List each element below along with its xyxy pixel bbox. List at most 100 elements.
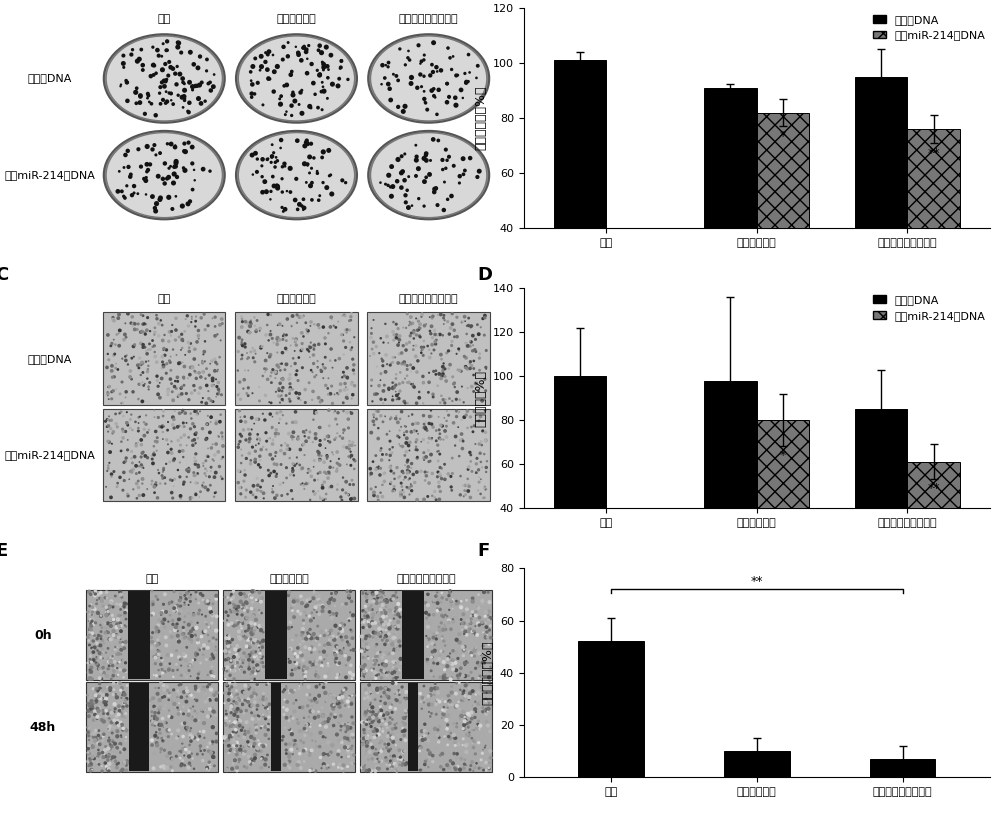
FancyBboxPatch shape <box>235 409 358 501</box>
Point <box>983 552 999 565</box>
Point <box>988 74 1000 88</box>
Text: 商用转染试剂: 商用转染试剂 <box>277 14 316 25</box>
Point <box>964 452 980 465</box>
Point <box>994 25 1000 38</box>
FancyBboxPatch shape <box>128 591 150 679</box>
FancyBboxPatch shape <box>367 312 490 405</box>
Point <box>952 213 968 227</box>
Bar <box>757 420 809 596</box>
FancyBboxPatch shape <box>235 312 358 405</box>
Text: A: A <box>0 0 9 4</box>
Bar <box>907 129 960 338</box>
FancyBboxPatch shape <box>367 409 490 501</box>
Ellipse shape <box>104 131 225 219</box>
Legend: 对照组DNA, 嵌有miR-214的DNA: 对照组DNA, 嵌有miR-214的DNA <box>869 292 989 324</box>
FancyBboxPatch shape <box>360 682 492 772</box>
Text: 本发明纳米基因载体: 本发明纳米基因载体 <box>396 574 456 584</box>
Point <box>956 446 972 459</box>
Point <box>962 407 978 420</box>
FancyBboxPatch shape <box>271 683 281 771</box>
Bar <box>554 61 606 338</box>
Ellipse shape <box>106 133 222 218</box>
Bar <box>578 641 644 777</box>
FancyBboxPatch shape <box>129 683 149 771</box>
Ellipse shape <box>104 34 225 123</box>
Text: 嵌有miR-214的DNA: 嵌有miR-214的DNA <box>4 450 95 461</box>
Text: 商用转染试剂: 商用转染试剂 <box>269 574 309 584</box>
FancyBboxPatch shape <box>223 591 355 680</box>
Point <box>976 515 992 528</box>
Text: D: D <box>477 266 492 284</box>
Point <box>954 254 970 267</box>
Text: *: * <box>780 448 786 461</box>
Ellipse shape <box>236 131 357 219</box>
Text: 0h: 0h <box>34 629 52 641</box>
Bar <box>757 113 809 338</box>
Bar <box>554 376 606 596</box>
Ellipse shape <box>236 34 357 123</box>
Point <box>970 497 986 510</box>
Text: F: F <box>477 542 489 560</box>
Point <box>968 381 984 394</box>
Point <box>966 328 982 341</box>
Point <box>968 391 984 404</box>
Text: B: B <box>477 0 491 4</box>
Bar <box>907 462 960 596</box>
Text: C: C <box>0 266 9 284</box>
Point <box>957 262 973 275</box>
Ellipse shape <box>371 36 487 121</box>
Text: 48h: 48h <box>30 721 56 734</box>
FancyBboxPatch shape <box>86 682 218 772</box>
Bar <box>855 77 907 338</box>
Bar <box>870 759 935 777</box>
FancyBboxPatch shape <box>86 591 218 680</box>
Text: **: ** <box>927 482 940 495</box>
Point <box>967 249 983 263</box>
FancyBboxPatch shape <box>103 409 225 501</box>
Point <box>965 562 981 575</box>
Point <box>953 0 969 7</box>
Text: 嵌有miR-214的DNA: 嵌有miR-214的DNA <box>4 170 95 180</box>
Text: 本发明纳米基因载体: 本发明纳米基因载体 <box>399 294 459 304</box>
Bar <box>724 751 790 777</box>
Text: **: ** <box>927 147 940 160</box>
Point <box>959 64 975 77</box>
Point <box>964 220 980 233</box>
Point <box>964 270 980 283</box>
Point <box>985 542 1000 555</box>
Point <box>964 112 980 125</box>
Text: 商用转染试剂: 商用转染试剂 <box>277 294 316 304</box>
Point <box>981 48 997 61</box>
Text: **: ** <box>751 575 763 588</box>
Point <box>997 482 1000 495</box>
FancyBboxPatch shape <box>402 591 424 679</box>
Text: 对照组DNA: 对照组DNA <box>27 353 72 363</box>
FancyBboxPatch shape <box>223 682 355 772</box>
Point <box>979 610 995 623</box>
FancyBboxPatch shape <box>103 312 225 405</box>
Text: 空白: 空白 <box>145 574 159 584</box>
Ellipse shape <box>371 133 487 218</box>
FancyBboxPatch shape <box>265 591 287 679</box>
FancyBboxPatch shape <box>408 683 418 771</box>
Text: 本发明纳米基因载体: 本发明纳米基因载体 <box>399 14 459 25</box>
Point <box>970 4 986 17</box>
Ellipse shape <box>106 36 222 121</box>
Point <box>992 599 1000 612</box>
Text: 空白: 空白 <box>158 14 171 25</box>
Point <box>963 292 979 305</box>
Point <box>999 0 1000 11</box>
Ellipse shape <box>238 36 355 121</box>
Point <box>971 15 987 28</box>
Point <box>988 599 1000 612</box>
Point <box>981 500 997 513</box>
FancyBboxPatch shape <box>360 591 492 680</box>
Point <box>969 1 985 14</box>
Point <box>957 443 973 456</box>
Point <box>955 524 971 537</box>
Text: 对照组DNA: 对照组DNA <box>27 74 72 83</box>
Bar <box>704 380 757 596</box>
Ellipse shape <box>368 34 489 123</box>
Ellipse shape <box>238 133 355 218</box>
Legend: 对照组DNA, 嵌有miR-214的DNA: 对照组DNA, 嵌有miR-214的DNA <box>869 11 989 43</box>
